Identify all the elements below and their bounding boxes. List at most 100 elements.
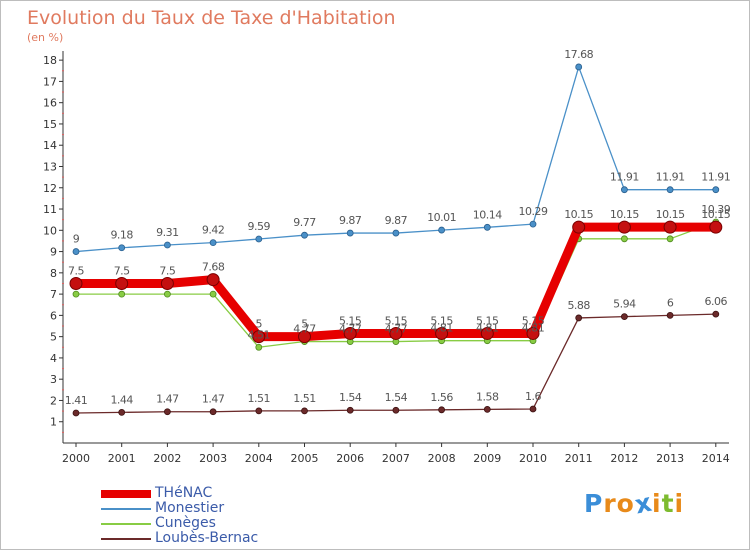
data-point	[255, 235, 263, 243]
data-label: 4.77	[385, 323, 408, 336]
data-point	[572, 220, 586, 234]
data-label: 5	[256, 318, 263, 331]
data-point	[712, 310, 720, 318]
data-label: 7.5	[68, 264, 84, 277]
data-label: 1.47	[156, 393, 179, 406]
data-label: 1.44	[110, 393, 133, 406]
x-tick-label: 2006	[336, 452, 364, 465]
data-point	[163, 241, 171, 249]
data-point	[392, 406, 400, 414]
data-point	[483, 223, 491, 231]
data-label: 10.01	[427, 211, 456, 224]
data-label: 4.81	[476, 322, 499, 335]
data-point	[209, 290, 217, 298]
y-tick-label: 13	[43, 160, 57, 173]
data-label: 7.5	[114, 264, 130, 277]
legend-label: Monestier	[155, 500, 225, 516]
data-label: 4.77	[339, 323, 362, 336]
data-point	[255, 343, 263, 351]
x-tick-label: 2003	[199, 452, 227, 465]
data-point	[346, 229, 354, 237]
logo-letter: o	[616, 489, 635, 518]
data-point	[72, 248, 80, 255]
data-label: 11.91	[656, 171, 685, 184]
data-point	[209, 239, 217, 247]
logo-letter: P	[584, 489, 604, 518]
data-point	[480, 326, 494, 340]
x-tick-label: 2007	[382, 452, 410, 465]
data-point	[438, 406, 446, 414]
data-point	[209, 408, 217, 416]
data-label: 1.51	[248, 392, 271, 405]
data-label: 9.87	[385, 214, 408, 227]
data-label: 5.15	[522, 314, 545, 327]
logo-letter: t	[661, 489, 675, 518]
data-label: 1.51	[293, 392, 316, 405]
data-point	[529, 405, 537, 413]
x-tick-label: 2000	[62, 452, 90, 465]
legend-swatch	[101, 490, 151, 498]
data-point	[666, 186, 674, 194]
data-point	[575, 63, 583, 71]
data-label: 10.15	[701, 208, 730, 221]
y-tick-label: 6	[50, 309, 57, 322]
data-point	[298, 330, 311, 344]
data-point	[621, 235, 628, 243]
legend-label: Loubès-Bernac	[155, 530, 259, 546]
data-point	[163, 408, 171, 416]
data-label: 5.15	[476, 314, 499, 327]
data-point	[115, 276, 129, 290]
y-tick-label: 17	[43, 75, 57, 88]
x-tick-label: 2010	[519, 452, 547, 465]
x-tick-label: 2002	[153, 452, 181, 465]
data-point	[663, 220, 677, 234]
legend-item: Monestier	[101, 500, 301, 516]
legend-swatch	[101, 538, 151, 540]
y-tick-label: 18	[43, 54, 57, 67]
data-label: 6	[667, 296, 674, 309]
data-point	[346, 406, 354, 414]
data-label: 11.91	[701, 171, 730, 184]
data-label: 9.87	[339, 214, 362, 227]
y-tick-label: 10	[43, 224, 57, 237]
data-point	[252, 330, 266, 344]
x-tick-label: 2013	[656, 452, 684, 465]
data-label: 9	[73, 233, 80, 246]
chart-title: Evolution du Taux de Taxe d'Habitation	[27, 7, 396, 29]
data-label: 10.39	[701, 203, 730, 216]
data-label: 4.81	[522, 322, 545, 335]
data-label: 4.77	[293, 323, 316, 336]
data-label: 1.6	[525, 390, 541, 403]
data-point	[343, 326, 357, 340]
legend-item: Cunèges	[101, 515, 301, 531]
data-label: 5.88	[567, 299, 590, 312]
y-tick-label: 1	[50, 416, 57, 429]
x-tick-label: 2008	[428, 452, 456, 465]
data-label: 5.15	[385, 314, 408, 327]
y-tick-label: 7	[50, 288, 57, 301]
data-point	[575, 314, 583, 322]
y-tick-label: 11	[43, 203, 57, 216]
data-point	[621, 186, 628, 194]
data-point	[617, 220, 631, 234]
legend-swatch	[101, 523, 151, 525]
data-label: 5.15	[339, 314, 362, 327]
data-point	[526, 326, 540, 340]
data-label: 11.91	[610, 171, 639, 184]
data-label: 6.06	[705, 295, 728, 308]
legend-label: THéNAC	[155, 485, 213, 501]
data-label: 1.58	[476, 390, 499, 403]
data-label: 10.14	[473, 208, 502, 221]
x-tick-label: 2012	[610, 452, 638, 465]
data-point	[160, 276, 174, 290]
chart-subtitle: (en %)	[27, 31, 64, 44]
x-tick-label: 2004	[245, 452, 273, 465]
x-tick-label: 2014	[702, 452, 730, 465]
data-label: 9.18	[110, 229, 133, 242]
data-point	[712, 186, 720, 194]
y-tick-label: 9	[50, 246, 57, 259]
data-point	[435, 326, 449, 340]
y-tick-label: 16	[43, 97, 57, 110]
